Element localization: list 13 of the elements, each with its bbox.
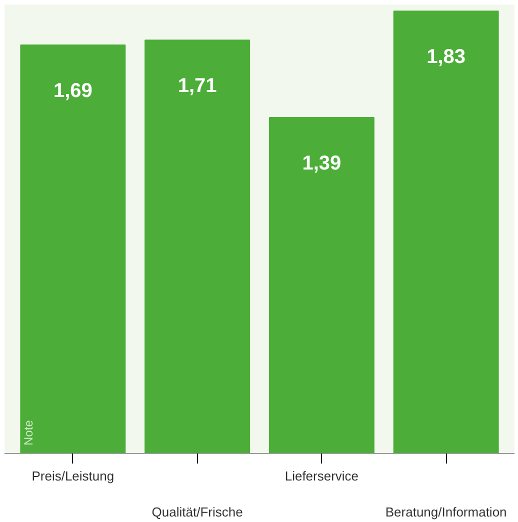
x-tick-label: Preis/Leistung — [32, 468, 114, 484]
data-label: 1,39 — [302, 152, 342, 174]
bar — [144, 40, 250, 454]
data-label: 1,69 — [53, 80, 92, 102]
x-tick-label: Qualität/Frische — [152, 504, 243, 520]
bar — [268, 116, 374, 454]
bar — [393, 10, 499, 454]
y-axis-title: Note — [22, 420, 36, 446]
data-label: 1,83 — [426, 46, 466, 68]
x-tick-label: Beratung/Information — [385, 504, 507, 520]
bar — [20, 44, 126, 454]
data-label: 1,71 — [178, 75, 217, 98]
x-tick-label: Lieferservice — [284, 468, 359, 484]
